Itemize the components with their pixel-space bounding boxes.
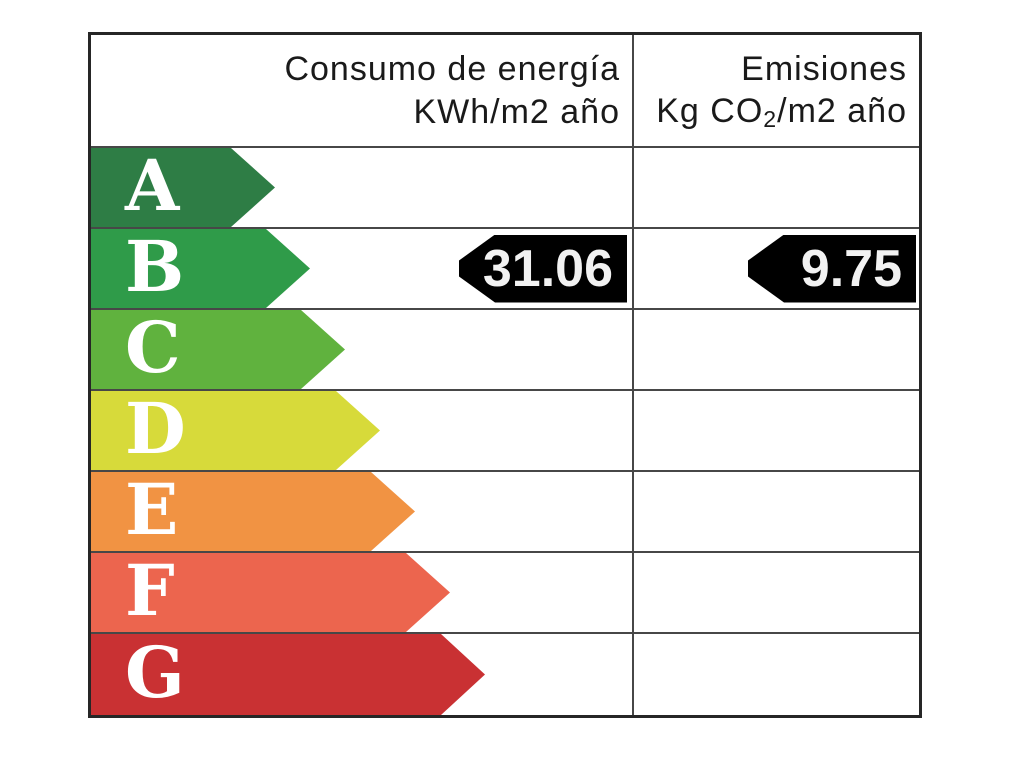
- rating-row-a-consumption: A: [91, 148, 632, 229]
- emissions-header-line2: Kg CO2/m2 año: [656, 91, 907, 132]
- rating-letter-a: A: [125, 143, 180, 227]
- rating-arrow-a: A: [91, 148, 275, 227]
- consumption-header-line1: Consumo de energía: [284, 50, 620, 89]
- consumption-value: 31.06: [482, 239, 613, 298]
- rating-row-g-consumption: G: [91, 634, 632, 715]
- rating-letter-d: D: [125, 386, 186, 470]
- rating-arrow-c: C: [91, 310, 345, 389]
- rating-arrow-d: D: [91, 391, 380, 470]
- emissions-header: Emisiones Kg CO2/m2 año: [632, 35, 919, 148]
- consumption-value-tag: 31.06: [459, 235, 627, 303]
- rating-row-g-emissions: [632, 634, 919, 715]
- emissions-value-tag: 9.75: [748, 235, 916, 303]
- rating-row-f-emissions: [632, 553, 919, 634]
- rating-row-c-consumption: C: [91, 310, 632, 391]
- consumption-header: Consumo de energía KWh/m2 año: [91, 35, 632, 148]
- rating-row-b-emissions: 9.75: [632, 229, 919, 310]
- co2-subscript: 2: [763, 105, 778, 132]
- rating-row-e-emissions: [632, 472, 919, 553]
- rating-letter-f: F: [125, 548, 175, 632]
- energy-rating-table: Consumo de energía KWh/m2 año Emisiones …: [88, 32, 922, 718]
- consumption-header-line2: KWh/m2 año: [413, 92, 620, 131]
- rating-row-d-emissions: [632, 391, 919, 472]
- rating-row-a-emissions: [632, 148, 919, 229]
- rating-letter-e: E: [125, 467, 179, 551]
- rating-letter-g: G: [125, 630, 185, 714]
- rating-arrow-b: B: [91, 229, 310, 308]
- rating-letter-b: B: [125, 224, 185, 308]
- rating-row-b-consumption: B 31.06: [91, 229, 632, 310]
- rating-letter-c: C: [125, 305, 181, 389]
- rating-row-f-consumption: F: [91, 553, 632, 634]
- rating-arrow-e: E: [91, 472, 415, 551]
- rating-arrow-g: G: [91, 634, 485, 715]
- rating-row-d-consumption: D: [91, 391, 632, 472]
- rating-row-e-consumption: E: [91, 472, 632, 553]
- emissions-value: 9.75: [800, 239, 902, 298]
- emissions-header-line1: Emisiones: [741, 49, 907, 88]
- rating-arrow-f: F: [91, 553, 450, 632]
- rating-row-c-emissions: [632, 310, 919, 391]
